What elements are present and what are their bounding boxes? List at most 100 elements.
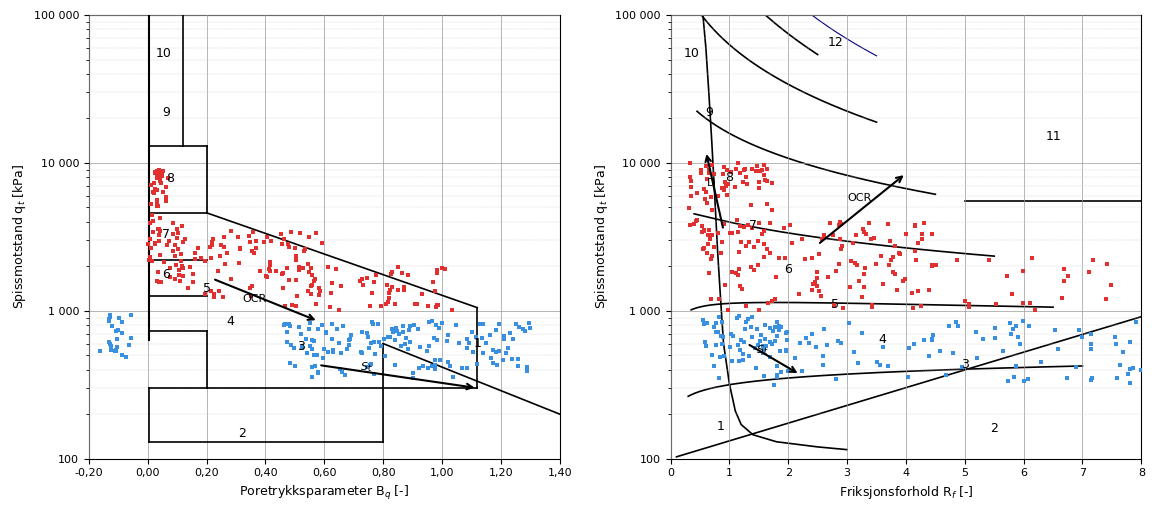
Point bbox=[729, 248, 748, 256]
Point bbox=[833, 304, 852, 312]
Point bbox=[101, 340, 119, 348]
Point bbox=[482, 354, 501, 362]
Point bbox=[153, 168, 171, 176]
Point bbox=[758, 200, 777, 208]
Point bbox=[429, 324, 447, 332]
Point bbox=[274, 321, 292, 329]
Point bbox=[434, 264, 452, 272]
Point bbox=[717, 177, 735, 186]
Point bbox=[306, 300, 325, 308]
Point bbox=[106, 347, 125, 355]
Point bbox=[365, 278, 384, 286]
Point bbox=[314, 354, 333, 363]
Point bbox=[699, 269, 718, 277]
Point bbox=[243, 247, 261, 255]
Point bbox=[331, 340, 349, 348]
Point bbox=[764, 327, 783, 335]
Point bbox=[376, 352, 394, 360]
Point bbox=[333, 368, 351, 377]
Point bbox=[516, 327, 534, 335]
Point bbox=[369, 320, 387, 328]
Point bbox=[712, 249, 731, 257]
Point bbox=[164, 247, 183, 255]
Point bbox=[140, 255, 158, 264]
Point bbox=[261, 258, 280, 266]
Point bbox=[394, 322, 413, 330]
Point bbox=[702, 193, 720, 202]
Point bbox=[919, 286, 938, 294]
Point bbox=[379, 289, 398, 297]
Point bbox=[521, 324, 540, 332]
Point bbox=[473, 334, 491, 342]
Point bbox=[695, 226, 713, 234]
Point bbox=[864, 303, 882, 311]
Point bbox=[353, 348, 371, 357]
Point bbox=[818, 273, 837, 281]
Point bbox=[246, 236, 265, 245]
Point bbox=[879, 220, 897, 228]
Point bbox=[771, 323, 790, 331]
Point bbox=[141, 244, 160, 252]
Point bbox=[390, 330, 408, 338]
Point bbox=[1001, 319, 1020, 327]
Point bbox=[362, 339, 380, 347]
Point bbox=[296, 334, 314, 343]
Point bbox=[716, 352, 734, 360]
Point bbox=[874, 343, 892, 351]
Point bbox=[719, 180, 738, 188]
Point bbox=[922, 262, 941, 270]
Point bbox=[735, 338, 754, 346]
Point bbox=[881, 237, 899, 245]
Point bbox=[309, 368, 327, 377]
Point bbox=[885, 242, 904, 250]
Point bbox=[736, 324, 755, 332]
Point bbox=[392, 342, 410, 350]
Point bbox=[358, 362, 377, 370]
Point bbox=[840, 319, 859, 327]
Point bbox=[706, 328, 725, 337]
Point bbox=[701, 166, 719, 174]
Point bbox=[1107, 373, 1126, 382]
Point bbox=[896, 230, 914, 239]
Point bbox=[173, 272, 192, 280]
Point bbox=[905, 340, 924, 348]
Point bbox=[149, 166, 168, 174]
Point bbox=[924, 334, 942, 343]
Point bbox=[695, 320, 713, 328]
Point bbox=[298, 349, 317, 357]
Point bbox=[154, 167, 172, 175]
Point bbox=[758, 299, 777, 307]
Point bbox=[999, 377, 1017, 385]
Point bbox=[151, 174, 170, 182]
Point bbox=[467, 333, 486, 342]
Point bbox=[914, 336, 933, 344]
Point bbox=[771, 347, 790, 355]
Point bbox=[709, 328, 727, 336]
Point bbox=[321, 289, 340, 297]
Point bbox=[205, 290, 223, 299]
Point bbox=[830, 260, 849, 268]
Point bbox=[711, 353, 729, 361]
Point bbox=[756, 335, 775, 343]
Point bbox=[1073, 332, 1091, 341]
Point bbox=[1082, 345, 1101, 353]
Point bbox=[323, 279, 341, 287]
Point bbox=[924, 229, 942, 238]
Point bbox=[695, 226, 713, 234]
Point bbox=[807, 274, 825, 282]
Point bbox=[1014, 267, 1032, 275]
Point bbox=[697, 175, 716, 183]
Point bbox=[738, 173, 756, 181]
Point bbox=[733, 285, 751, 293]
Point bbox=[732, 239, 750, 247]
Point bbox=[703, 206, 721, 214]
Point bbox=[424, 334, 443, 342]
Text: OCR: OCR bbox=[242, 294, 266, 304]
Point bbox=[874, 280, 892, 288]
Point bbox=[903, 289, 921, 297]
Point bbox=[768, 331, 786, 340]
Point bbox=[494, 356, 512, 364]
Point bbox=[362, 288, 380, 297]
Point bbox=[755, 321, 773, 329]
Point bbox=[739, 221, 757, 229]
